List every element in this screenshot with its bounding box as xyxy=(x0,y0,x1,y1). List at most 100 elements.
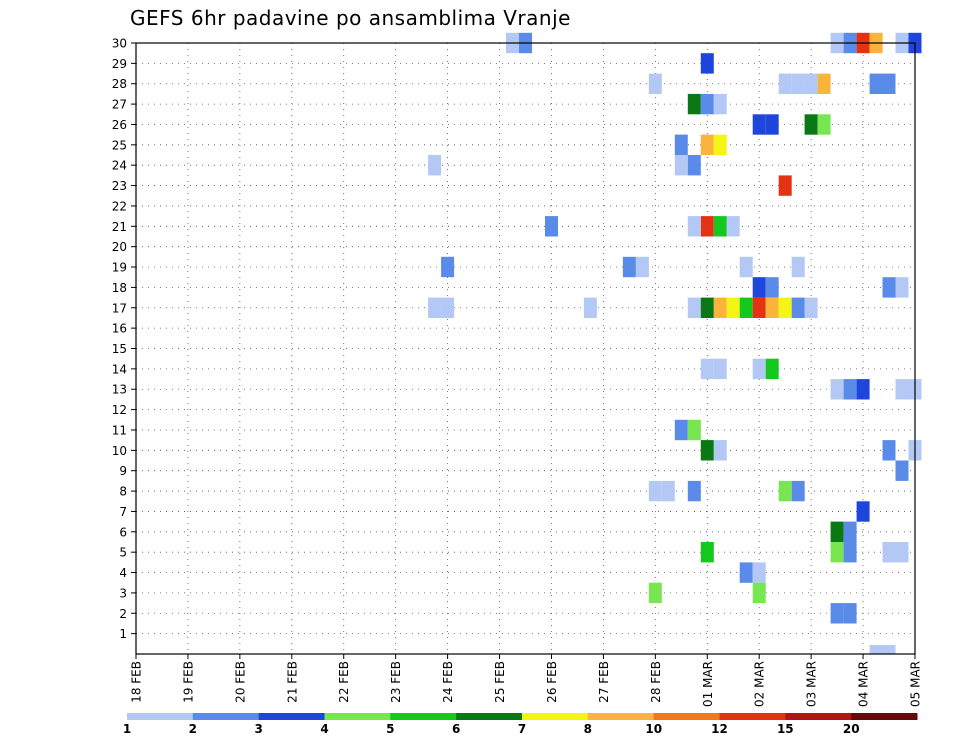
y-tick-label: 7 xyxy=(119,505,127,519)
precip-cell xyxy=(817,114,831,135)
y-axis-ticks: 1234567891011121314151617181920212223242… xyxy=(112,37,136,641)
y-tick-label: 6 xyxy=(119,525,127,539)
y-tick-label: 3 xyxy=(119,586,127,600)
precip-cell xyxy=(804,73,818,94)
precip-cell xyxy=(700,53,714,74)
x-tick-label: 25 FEB xyxy=(493,661,507,703)
precip-cell xyxy=(700,216,714,237)
colorbar-label: 8 xyxy=(584,722,592,736)
x-tick-label: 04 MAR xyxy=(857,661,871,707)
precip-cell xyxy=(648,73,662,94)
precip-cell xyxy=(739,297,753,318)
precip-cell xyxy=(739,562,753,583)
precip-cell xyxy=(778,480,792,502)
y-tick-label: 5 xyxy=(119,546,127,560)
precip-cell xyxy=(687,155,701,176)
colorbar-label: 2 xyxy=(189,722,197,736)
y-tick-label: 9 xyxy=(119,464,127,478)
colorbar-segment xyxy=(324,713,391,720)
precip-cell xyxy=(726,216,740,237)
y-tick-label: 30 xyxy=(112,37,127,51)
x-tick-label: 26 FEB xyxy=(545,661,559,703)
precip-cell xyxy=(817,73,831,94)
colorbar-label: 1 xyxy=(123,722,131,736)
precip-cell xyxy=(713,93,727,115)
precip-cell xyxy=(713,134,727,155)
precip-cell xyxy=(882,645,896,654)
precip-cell xyxy=(700,134,714,155)
y-tick-label: 25 xyxy=(112,138,127,152)
precip-cell xyxy=(700,542,714,563)
precip-cell xyxy=(687,297,701,318)
precip-cell xyxy=(778,73,792,94)
precip-cell xyxy=(752,297,766,318)
precip-cell xyxy=(882,73,896,94)
precip-cell xyxy=(687,93,701,115)
precip-cell xyxy=(648,582,662,604)
y-tick-label: 10 xyxy=(112,444,127,458)
x-tick-label: 22 FEB xyxy=(337,661,351,703)
x-tick-label: 01 MAR xyxy=(701,661,715,707)
y-tick-label: 27 xyxy=(112,98,127,112)
y-tick-label: 23 xyxy=(112,179,127,193)
precip-cell xyxy=(752,277,766,298)
precip-cell xyxy=(687,480,701,502)
y-tick-label: 17 xyxy=(112,301,127,315)
precip-cell xyxy=(830,379,844,400)
x-axis-ticks: 18 FEB 19 FEB 20 FEB 21 FEB 22 FEB 23 FEB 24 F… xyxy=(130,654,923,707)
precip-cell xyxy=(843,521,857,542)
x-tick-label: 28 FEB xyxy=(649,661,663,703)
precip-cell xyxy=(778,297,792,318)
x-tick-label: 03 MAR xyxy=(805,661,819,707)
precipitation-cells xyxy=(428,32,922,654)
y-tick-label: 1 xyxy=(119,627,127,641)
precip-cell xyxy=(700,93,714,115)
precip-cell xyxy=(428,155,442,176)
precip-cell xyxy=(661,480,675,502)
colorbar-segment xyxy=(258,713,325,720)
plot-frame xyxy=(135,42,916,655)
colorbar: 1 2 3 4 5 6 7 8 10 12 15 20 xyxy=(123,713,918,736)
precip-cell xyxy=(752,358,766,380)
precip-cell xyxy=(895,460,909,481)
colorbar-label: 12 xyxy=(711,722,728,736)
precip-cell xyxy=(895,277,909,298)
y-tick-label: 21 xyxy=(112,220,127,234)
precip-cell xyxy=(791,256,805,278)
x-tick-label: 23 FEB xyxy=(389,661,403,703)
colorbar-segment xyxy=(851,713,918,720)
precip-cell xyxy=(739,256,753,278)
y-tick-label: 13 xyxy=(112,383,127,397)
precip-cell xyxy=(843,542,857,563)
colorbar-segment xyxy=(456,713,523,720)
colorbar-label: 5 xyxy=(386,722,394,736)
precip-cell xyxy=(778,175,792,196)
colorbar-label: 6 xyxy=(452,722,460,736)
chart-title: GEFS 6hr padavine po ansamblima Vranje xyxy=(130,6,571,30)
colorbar-segment xyxy=(653,713,720,720)
precip-cell xyxy=(622,256,636,278)
x-tick-label: 27 FEB xyxy=(597,661,611,703)
precip-cell xyxy=(713,216,727,237)
precip-cell xyxy=(674,134,688,155)
y-tick-label: 12 xyxy=(112,403,127,417)
y-tick-label: 11 xyxy=(112,423,127,437)
precip-cell xyxy=(856,379,870,400)
colorbar-label: 10 xyxy=(645,722,662,736)
y-tick-label: 22 xyxy=(112,199,127,213)
precip-cell xyxy=(648,480,662,502)
precip-cell xyxy=(765,297,779,318)
precip-cell xyxy=(713,440,727,461)
precip-cell xyxy=(804,114,818,135)
y-tick-label: 18 xyxy=(112,281,127,295)
y-tick-label: 8 xyxy=(119,485,127,499)
y-tick-label: 24 xyxy=(112,159,127,173)
colorbar-segment xyxy=(192,713,260,720)
y-tick-label: 28 xyxy=(112,77,127,91)
colorbar-label: 7 xyxy=(518,722,526,736)
x-tick-label: 20 FEB xyxy=(233,661,247,703)
precip-cell xyxy=(830,542,844,563)
precip-cell xyxy=(791,297,805,318)
precip-cell xyxy=(700,440,714,461)
colorbar-label: 4 xyxy=(320,722,328,736)
